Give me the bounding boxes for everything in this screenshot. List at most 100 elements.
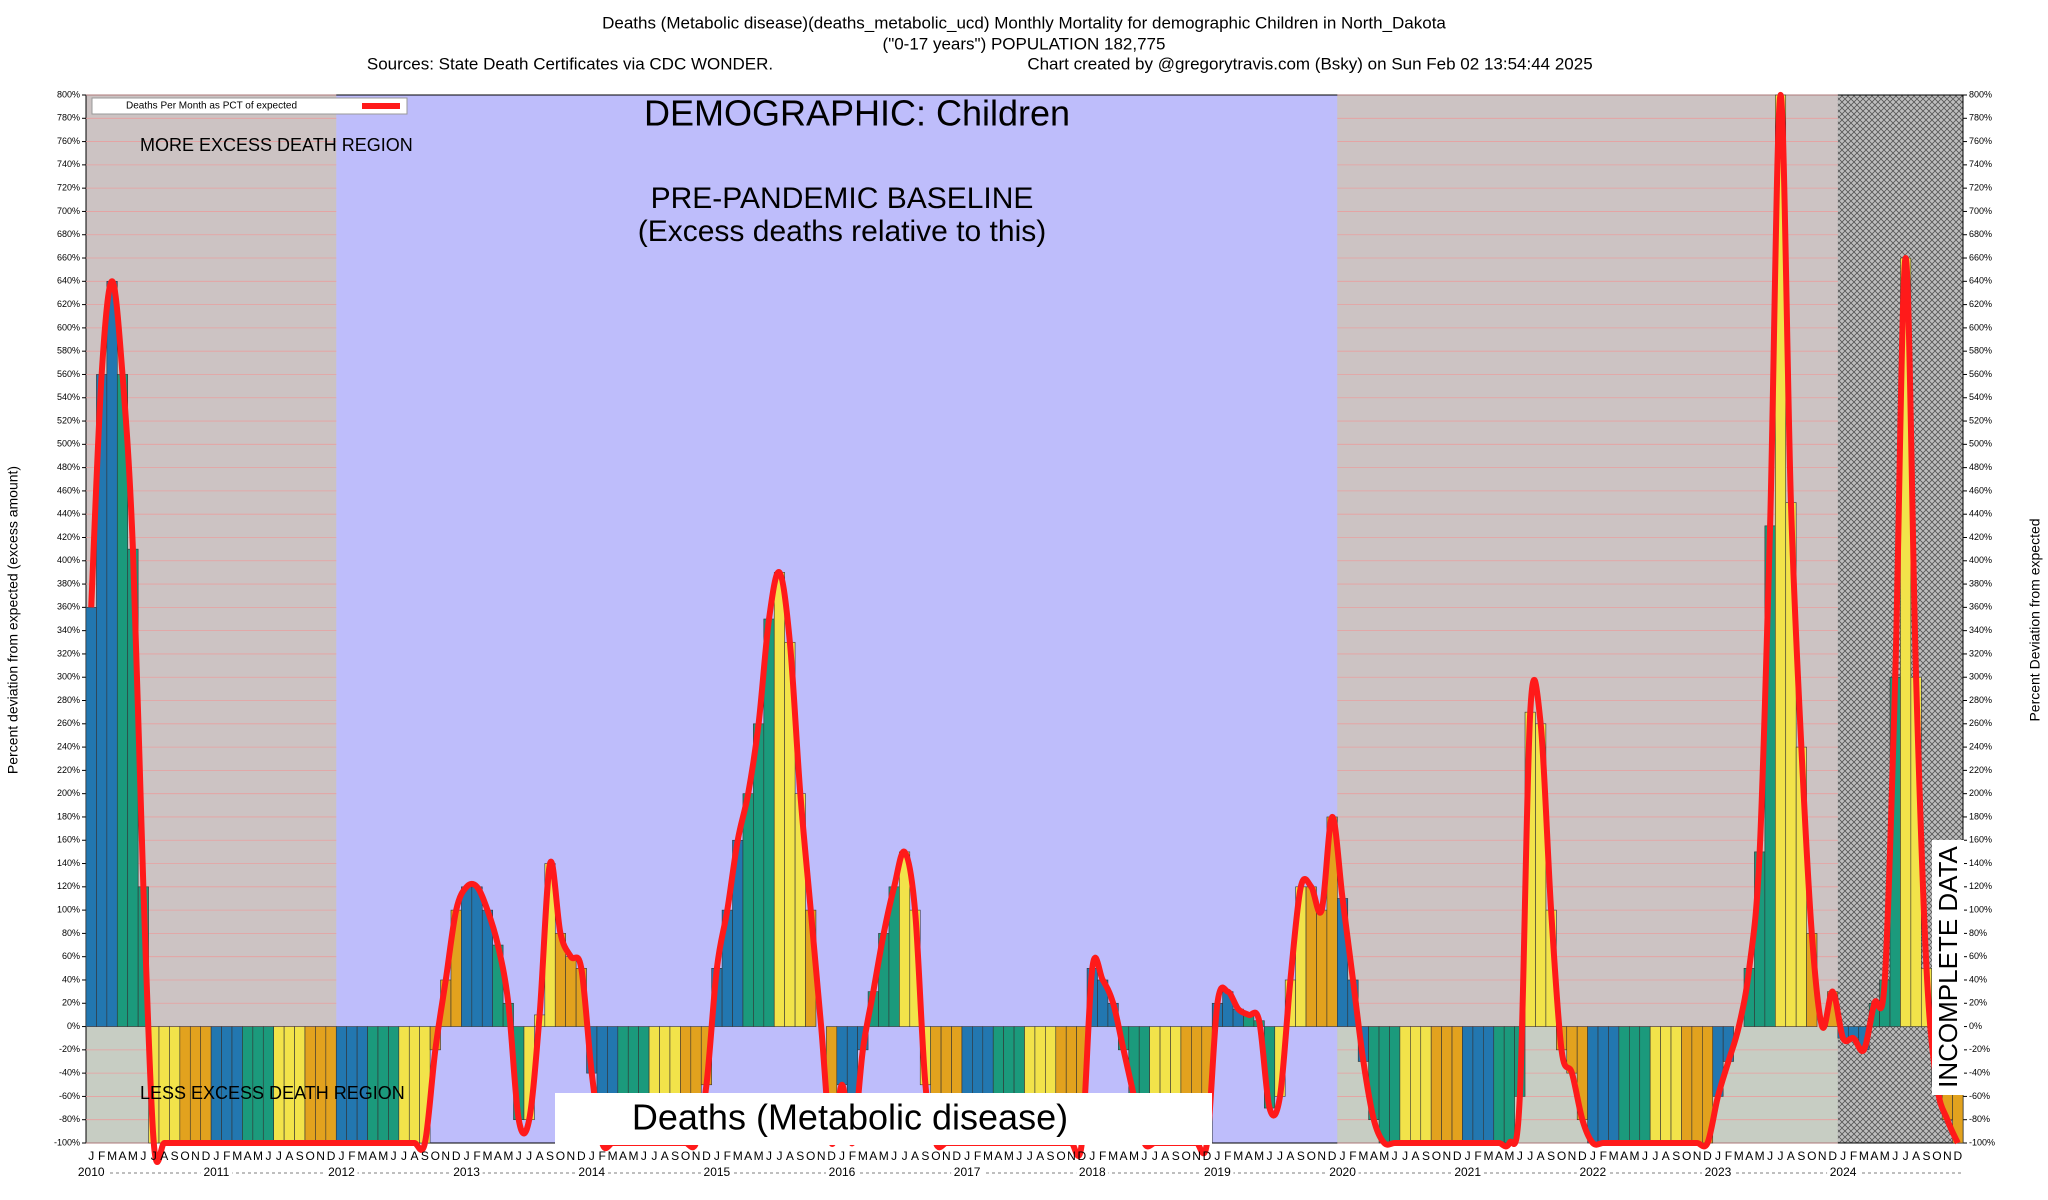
bar <box>85 607 97 1027</box>
y2-tick-label: 800% <box>1969 89 1992 99</box>
x-tick-label: O <box>1807 1149 1816 1163</box>
x-tick-label: J <box>1402 1149 1408 1163</box>
x-tick-label: S <box>1422 1149 1430 1163</box>
x-tick-label: F <box>348 1149 355 1163</box>
y-tick-label: 720% <box>57 183 80 193</box>
x-tick-label: J <box>776 1149 782 1163</box>
bar <box>1410 1026 1422 1144</box>
bar <box>1691 1026 1703 1144</box>
y2-tick-label: 340% <box>1969 625 1992 635</box>
x-tick-label: D <box>1328 1149 1337 1163</box>
y2-tick-label: 720% <box>1969 183 1992 193</box>
x-tick-label: S <box>296 1149 304 1163</box>
x-tick-label: A <box>1745 1149 1753 1163</box>
bar <box>1451 1026 1463 1144</box>
x-tick-label: F <box>473 1149 480 1163</box>
x-tick-label: F <box>1099 1149 1106 1163</box>
bar <box>1441 1026 1453 1144</box>
x-tick-label: M <box>378 1149 388 1163</box>
y2-tick-label: 260% <box>1969 718 1992 728</box>
x-tick-label: D <box>1578 1149 1587 1163</box>
x-tick-label: M <box>503 1149 513 1163</box>
y-tick-label: 400% <box>57 555 80 565</box>
x-tick-label: J <box>213 1149 219 1163</box>
x-tick-label: J <box>1340 1149 1346 1163</box>
y-tick-label: 20% <box>62 998 80 1008</box>
y2-tick-label: 680% <box>1969 229 1992 239</box>
x-tick-label: A <box>1120 1149 1128 1163</box>
y-tick-label: 360% <box>57 602 80 612</box>
x-tick-label: D <box>452 1149 461 1163</box>
x-tick-label: F <box>1850 1149 1857 1163</box>
year-label-bg <box>700 1166 733 1180</box>
x-tick-label: M <box>754 1149 764 1163</box>
year-label-bg <box>75 1166 108 1180</box>
x-tick-label: A <box>1620 1149 1628 1163</box>
x-tick-label: O <box>1682 1149 1691 1163</box>
x-tick-label: D <box>1453 1149 1462 1163</box>
y2-tick-label: 80% <box>1969 928 1987 938</box>
x-tick-label: M <box>733 1149 743 1163</box>
x-tick-label: S <box>1547 1149 1555 1163</box>
x-tick-label: J <box>1517 1149 1523 1163</box>
bar <box>408 1026 420 1144</box>
bar <box>773 572 785 1027</box>
y-tick-label: 380% <box>57 578 80 588</box>
x-tick-label: O <box>806 1149 815 1163</box>
y-tick-label: 700% <box>57 206 80 216</box>
x-tick-label: N <box>1943 1149 1952 1163</box>
x-tick-label: M <box>107 1149 117 1163</box>
x-tick-label: A <box>911 1149 919 1163</box>
x-tick-label: S <box>1922 1149 1930 1163</box>
x-tick-label: N <box>1067 1149 1076 1163</box>
y-tick-label: 320% <box>57 648 80 658</box>
y2-tick-label: 580% <box>1969 346 1992 356</box>
bar <box>1399 1026 1411 1144</box>
x-year-label: 2013 <box>453 1165 480 1179</box>
x-tick-label: J <box>1715 1149 1721 1163</box>
x-tick-label: M <box>1004 1149 1014 1163</box>
y-tick-label: 640% <box>57 276 80 286</box>
x-tick-label: S <box>546 1149 554 1163</box>
y2-tick-label: 460% <box>1969 485 1992 495</box>
y2-tick-label: -40% <box>1969 1068 1990 1078</box>
y2-tick-label: 600% <box>1969 322 1992 332</box>
x-tick-label: F <box>223 1149 230 1163</box>
y2-tick-label: 700% <box>1969 206 1992 216</box>
bar <box>1649 1026 1661 1144</box>
bar <box>1493 1026 1505 1144</box>
x-tick-label: M <box>253 1149 263 1163</box>
source: Sources: State Death Certificates via CD… <box>367 54 773 73</box>
annotation: MORE EXCESS DEATH REGION <box>140 135 413 155</box>
y2-tick-label: 520% <box>1969 415 1992 425</box>
y-tick-label: 120% <box>57 881 80 891</box>
x-tick-label: D <box>1078 1149 1087 1163</box>
year-label-bg <box>575 1166 608 1180</box>
x-tick-label: O <box>681 1149 690 1163</box>
x-tick-label: A <box>1662 1149 1670 1163</box>
x-tick-label: M <box>1129 1149 1139 1163</box>
x-tick-label: A <box>160 1149 168 1163</box>
x-tick-label: J <box>766 1149 772 1163</box>
bar <box>1503 1026 1515 1144</box>
y-tick-label: -80% <box>59 1114 80 1124</box>
y2-tick-label: 540% <box>1969 392 1992 402</box>
y-tick-label: -20% <box>59 1044 80 1054</box>
bar <box>1681 1026 1693 1144</box>
x-tick-label: J <box>1089 1149 1095 1163</box>
x-year-label: 2024 <box>1830 1165 1857 1179</box>
y-tick-label: 420% <box>57 532 80 542</box>
x-tick-label: M <box>128 1149 138 1163</box>
y2-tick-label: 20% <box>1969 998 1987 1008</box>
y-tick-label: 460% <box>57 485 80 495</box>
x-tick-label: D <box>327 1149 336 1163</box>
x-tick-label: D <box>1828 1149 1837 1163</box>
y2-tick-label: 420% <box>1969 532 1992 542</box>
x-tick-label: J <box>964 1149 970 1163</box>
y-tick-label: 680% <box>57 229 80 239</box>
x-tick-label: O <box>1932 1149 1941 1163</box>
x-tick-label: N <box>316 1149 325 1163</box>
x-tick-label: A <box>494 1149 502 1163</box>
x-tick-label: J <box>651 1149 657 1163</box>
y2-tick-label: -60% <box>1969 1091 1990 1101</box>
